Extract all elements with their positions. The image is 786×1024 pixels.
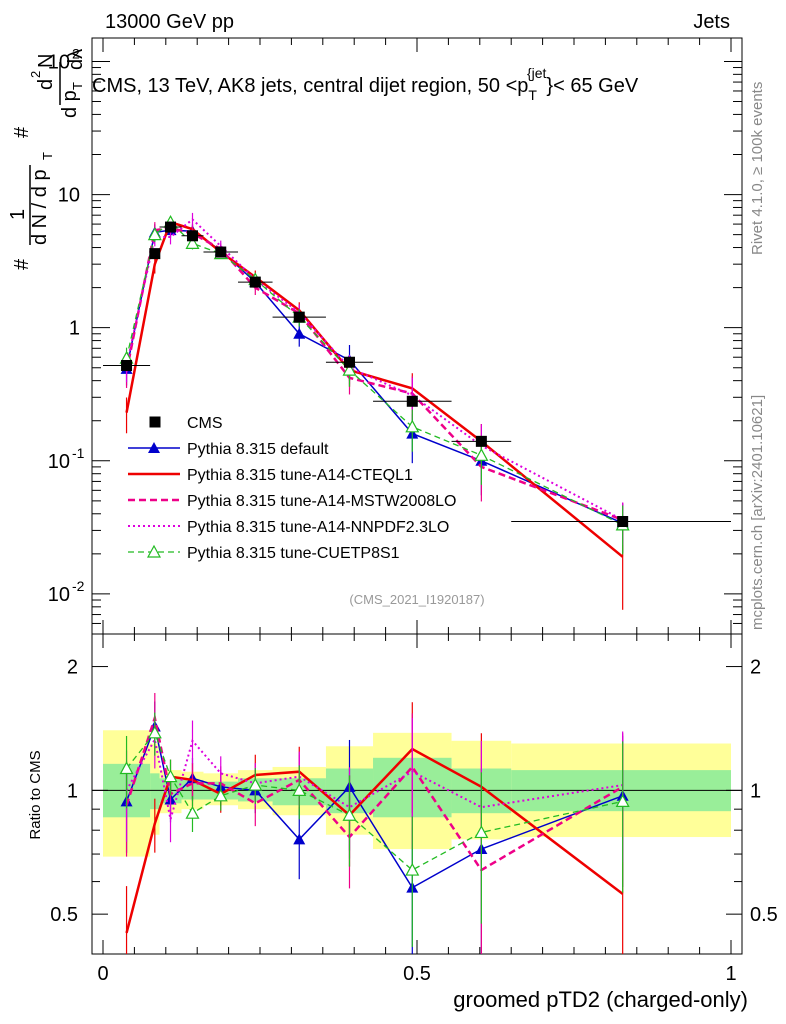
legend: CMS Pythia 8.315 default Pythia 8.315 tune… bbox=[128, 415, 456, 562]
legend-label: Pythia 8.315 tune-A14-NNPDF2.3LO bbox=[187, 519, 449, 536]
cms-data-point bbox=[293, 311, 305, 323]
ratio-y-tick-label-right: 2 bbox=[750, 657, 761, 679]
plot-title: CMS, 13 TeV, AK8 jets, central dijet reg… bbox=[92, 65, 639, 103]
data-point bbox=[185, 236, 200, 249]
data-point bbox=[342, 362, 357, 376]
series-cms bbox=[103, 221, 731, 527]
legend-label: Pythia 8.315 tune-CUETP8S1 bbox=[187, 545, 400, 562]
ratio-line bbox=[125, 713, 624, 872]
cms-data-point bbox=[343, 356, 355, 368]
cms-data-point bbox=[186, 230, 198, 242]
ratio-point bbox=[248, 777, 263, 791]
x-tick-label: 1 bbox=[725, 963, 736, 985]
ratio-y-tick-label: 1 bbox=[67, 780, 78, 802]
y-tick-label: 10 bbox=[48, 51, 70, 73]
ratio-series-pythia-8-315-tune-cuetp8s1 bbox=[119, 712, 630, 947]
y-tick-label-exponent: 2 bbox=[72, 45, 80, 61]
y-label-hash-1: # bbox=[11, 258, 33, 270]
ratio-point bbox=[213, 788, 228, 802]
ratio-y-tick-label-right: 1 bbox=[750, 780, 761, 802]
cms-data-point bbox=[249, 276, 261, 288]
x-tick-label: 0.5 bbox=[403, 963, 431, 985]
plot-title-sup: {jet bbox=[527, 65, 547, 81]
ratio-y-tick-label-right: 0.5 bbox=[750, 904, 778, 926]
y-axis-label-ratio: Ratio to CMS bbox=[27, 750, 44, 839]
ratio-point bbox=[342, 807, 357, 821]
legend-label: Pythia 8.315 default bbox=[187, 441, 329, 458]
cms-data-point bbox=[617, 515, 629, 527]
ratio-point bbox=[615, 794, 630, 808]
y-label-dlambda: dλ bbox=[65, 49, 87, 70]
y-label-exponent-2: 2 bbox=[28, 71, 43, 78]
analysis-id-label: (CMS_2021_I1920187) bbox=[349, 592, 484, 607]
cms-data-point bbox=[215, 246, 227, 258]
ratio-point bbox=[405, 862, 420, 876]
cms-data-point bbox=[406, 395, 418, 407]
legend-item-pythia-8-315-default: Pythia 8.315 default bbox=[128, 441, 329, 458]
y-label-dn-dpt: d N / d p bbox=[29, 169, 51, 245]
legend-item-pythia-8-315-tune-a14-cteql1: Pythia 8.315 tune-A14-CTEQL1 bbox=[128, 467, 413, 484]
y-label-hash-2: # bbox=[11, 126, 33, 138]
ratio-point bbox=[119, 761, 134, 775]
data-point bbox=[293, 327, 306, 339]
collision-label: 13000 GeV pp bbox=[105, 11, 234, 33]
ratio-point bbox=[293, 833, 306, 845]
x-axis-label: groomed pTD2 (charged-only) bbox=[453, 987, 748, 1012]
legend-label: Pythia 8.315 tune-A14-MSTW2008LO bbox=[187, 493, 456, 510]
ratio-y-tick-label: 2 bbox=[67, 657, 78, 679]
ratio-point bbox=[147, 725, 162, 739]
legend-item-pythia-8-315-tune-a14-nnpdf2-3lo: Pythia 8.315 tune-A14-NNPDF2.3LO bbox=[128, 519, 449, 536]
legend-marker bbox=[148, 442, 160, 453]
cms-data-point bbox=[165, 221, 177, 233]
y-label-n: N bbox=[35, 54, 57, 68]
y-label-one: 1 bbox=[7, 209, 29, 220]
cms-data-point bbox=[475, 435, 487, 447]
y-axis-label-main: # 1 d N / d p T # d p T d 2 N dλ bbox=[7, 49, 87, 270]
ratio-y-tick-label: 0.5 bbox=[50, 904, 78, 926]
plot-title-end: }< 65 GeV bbox=[546, 75, 638, 97]
ratio-point bbox=[185, 805, 200, 819]
data-point bbox=[147, 227, 162, 241]
legend-marker bbox=[149, 416, 161, 428]
y-label-d: d bbox=[35, 79, 57, 90]
y-tick-label: 10 bbox=[48, 451, 70, 473]
legend-label: Pythia 8.315 tune-A14-CTEQL1 bbox=[187, 467, 413, 484]
ratio-band-stat bbox=[150, 773, 160, 810]
y-label-t-sub-2: T bbox=[70, 82, 85, 90]
y-tick-label: 10 bbox=[58, 185, 80, 207]
data-point bbox=[405, 419, 420, 433]
y-tick-label: 10 bbox=[48, 584, 70, 606]
ratio-panel: 0 0.5 1 0.5 0.5 1 1 2 2 bbox=[50, 38, 778, 985]
jets-label: Jets bbox=[693, 11, 730, 33]
legend-item-pythia-8-315-tune-a14-mstw2008lo: Pythia 8.315 tune-A14-MSTW2008LO bbox=[128, 493, 456, 510]
plot-title-main: CMS, 13 TeV, AK8 jets, central dijet reg… bbox=[92, 75, 528, 97]
rivet-version-label: Rivet 4.1.0, ≥ 100k events bbox=[749, 82, 766, 255]
legend-item-cms: CMS bbox=[149, 415, 223, 432]
ratio-point bbox=[163, 769, 178, 783]
ratio-point bbox=[474, 825, 489, 839]
y-label-t-sub-1: T bbox=[40, 152, 55, 160]
legend-label: CMS bbox=[187, 415, 223, 432]
y-tick-label-exponent: -1 bbox=[72, 445, 85, 461]
legend-item-pythia-8-315-tune-cuetp8s1: Pythia 8.315 tune-CUETP8S1 bbox=[128, 544, 400, 562]
y-tick-label-exponent: -2 bbox=[72, 578, 85, 594]
ratio-point bbox=[292, 783, 307, 796]
mcplots-source-label: mcplots.cern.ch [arXiv:2401.10621] bbox=[749, 395, 766, 630]
plot-title-sub: T bbox=[528, 87, 537, 103]
x-tick-label: 0 bbox=[97, 963, 108, 985]
cms-data-point bbox=[149, 248, 161, 260]
y-label-dpt: d p bbox=[59, 90, 81, 118]
y-tick-label: 1 bbox=[69, 318, 80, 340]
legend-marker bbox=[146, 544, 162, 558]
data-point bbox=[474, 448, 489, 461]
cms-data-point bbox=[121, 359, 133, 371]
